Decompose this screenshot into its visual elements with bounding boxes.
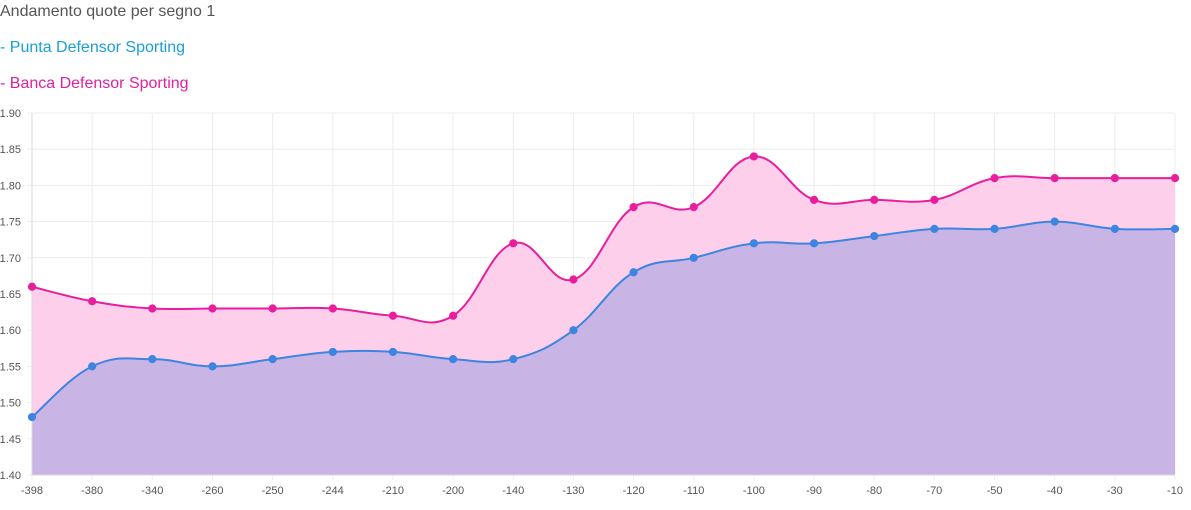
legend-item-banca[interactable]: - Banca Defensor Sporting [0,75,189,92]
x-tick-label: -30 [1107,485,1123,497]
y-tick-label: 1.55 [0,361,21,373]
banca-data-point[interactable] [629,203,638,212]
banca-data-point[interactable] [449,311,458,320]
banca-data-point[interactable] [809,195,819,204]
y-tick-label: 1.80 [0,180,21,192]
x-tick-label: -90 [806,485,822,497]
x-tick-label: -140 [502,485,524,497]
y-tick-label: 1.60 [0,325,21,337]
punta-data-point[interactable] [870,231,879,241]
banca-line-layer [31,155,1175,324]
x-tick-label: -120 [623,485,645,497]
punta-data-point[interactable] [749,239,758,248]
punta-area-layer [32,221,1175,475]
x-tick-label: -398 [21,485,43,497]
x-tick-label: -10 [1167,485,1183,497]
x-tick-label: -50 [987,485,1003,497]
points-layer [27,152,1180,422]
punta-data-point[interactable] [88,362,97,371]
banca-data-point[interactable] [689,203,698,212]
punta-data-point[interactable] [328,347,337,357]
punta-data-point[interactable] [1050,217,1059,226]
banca-data-point[interactable] [569,275,578,284]
x-tick-label: -210 [382,485,404,497]
y-tick-label: 1.75 [0,217,21,229]
banca-data-point[interactable] [268,304,277,313]
x-tick-label: -80 [866,485,882,497]
x-tick-label: -340 [141,485,163,497]
punta-data-point[interactable] [388,347,398,357]
banca-data-point[interactable] [88,297,97,306]
punta-data-point[interactable] [449,355,458,364]
banca-data-point[interactable] [208,304,217,313]
punta-series-area [32,221,1175,475]
x-tick-label: -380 [81,485,103,497]
x-tick-label: -260 [201,485,223,497]
x-tick-label: -250 [262,485,284,497]
punta-data-point[interactable] [1110,224,1119,233]
punta-series-line [31,220,1176,418]
punta-data-point[interactable] [629,268,638,277]
punta-data-point[interactable] [148,355,157,364]
banca-data-point[interactable] [1050,174,1059,183]
punta-data-point[interactable] [689,253,698,262]
punta-data-point[interactable] [569,326,578,335]
y-tick-label: 1.40 [0,470,21,482]
punta-data-point[interactable] [268,355,277,364]
y-tick-label: 1.70 [0,253,21,265]
punta-data-point[interactable] [509,355,518,364]
banca-data-point[interactable] [328,304,337,313]
x-tick-label: -130 [562,485,584,497]
banca-data-point[interactable] [27,282,37,291]
punta-data-point[interactable] [208,362,217,371]
chart-title: Andamento quote per segno 1 [0,3,216,20]
banca-data-point[interactable] [1170,174,1180,183]
banca-data-point[interactable] [930,195,939,204]
x-tick-label: -40 [1047,485,1063,497]
y-tick-label: 1.90 [0,108,21,120]
punta-data-point[interactable] [809,239,819,248]
y-tick-label: 1.50 [0,398,21,410]
banca-data-point[interactable] [990,174,999,183]
banca-data-point[interactable] [388,311,398,320]
x-tick-label: -100 [743,485,765,497]
punta-data-point[interactable] [1170,224,1180,233]
banca-data-point[interactable] [509,239,518,248]
labels-layer: 1.40 1.45 1.50 1.55 1.60 1.65 1.70 1.75 1.80 1.85… [0,108,1183,497]
x-tick-label: -70 [926,485,942,497]
legend-item-punta[interactable]: - Punta Defensor Sporting [0,39,185,56]
y-tick-label: 1.85 [0,144,21,156]
x-tick-label: -244 [322,485,344,497]
x-tick-label: -200 [442,485,464,497]
punta-data-point[interactable] [27,412,37,422]
y-tick-label: 1.65 [0,289,21,301]
banca-data-point[interactable] [749,152,758,161]
x-tick-label: -110 [683,485,704,497]
y-tick-label: 1.45 [0,434,21,446]
banca-data-point[interactable] [1110,174,1119,183]
banca-data-point[interactable] [148,304,157,313]
punta-data-point[interactable] [990,224,999,233]
punta-data-point[interactable] [930,224,939,233]
banca-series-line [31,155,1175,324]
banca-data-point[interactable] [870,195,879,204]
punta-line-layer [31,220,1176,418]
